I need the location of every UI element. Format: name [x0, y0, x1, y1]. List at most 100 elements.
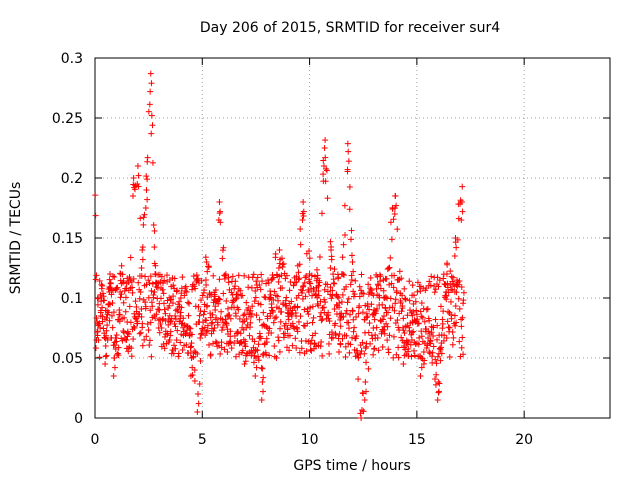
data-point [287, 279, 294, 286]
data-point [276, 247, 283, 253]
data-point [310, 314, 317, 321]
data-point [306, 271, 313, 277]
data-point [172, 323, 179, 330]
data-point [127, 254, 134, 261]
data-point [293, 295, 300, 301]
data-point [255, 300, 262, 307]
data-point [186, 324, 193, 331]
data-point [386, 332, 393, 339]
data-point [189, 364, 196, 371]
data-point [142, 273, 149, 280]
data-point [395, 344, 402, 351]
data-point [144, 176, 151, 183]
data-point [232, 278, 239, 285]
data-point [332, 320, 339, 327]
data-point [347, 311, 354, 318]
data-point [341, 202, 348, 209]
data-point [237, 330, 244, 337]
data-point [408, 329, 415, 336]
data-point [401, 330, 408, 337]
data-point [225, 331, 232, 337]
data-point [170, 293, 177, 300]
data-point [328, 256, 335, 263]
data-point [439, 320, 446, 327]
data-point [109, 324, 116, 331]
data-point [346, 325, 353, 332]
data-point [217, 350, 224, 357]
data-point [249, 310, 256, 317]
data-point [131, 184, 138, 191]
data-point [434, 336, 441, 343]
data-point [162, 310, 169, 317]
data-point [102, 361, 109, 367]
data-point [299, 217, 306, 223]
data-point [350, 268, 357, 275]
data-point [129, 289, 136, 296]
data-point [331, 266, 338, 273]
data-point [404, 312, 411, 319]
data-point [423, 306, 430, 313]
data-point [182, 283, 189, 290]
data-point [329, 287, 336, 294]
data-point [365, 329, 372, 336]
data-point [130, 336, 137, 343]
data-point [290, 282, 297, 289]
data-point [458, 323, 465, 330]
data-point [347, 236, 354, 243]
data-point [385, 309, 392, 316]
data-point [444, 280, 451, 287]
data-point [177, 295, 184, 301]
data-point [371, 345, 378, 352]
x-tick-label: 0 [91, 432, 100, 448]
data-point [458, 217, 465, 223]
data-point [198, 277, 205, 284]
data-point [124, 319, 131, 325]
data-point [434, 322, 441, 329]
data-point [181, 292, 188, 299]
data-point [458, 199, 465, 205]
data-point [335, 294, 342, 301]
data-point [459, 208, 466, 215]
data-point [283, 344, 290, 351]
data-point [109, 300, 116, 307]
data-point [110, 309, 117, 316]
data-point [313, 266, 320, 273]
data-point [111, 273, 118, 280]
data-point [374, 305, 381, 312]
data-point [417, 308, 424, 315]
data-point [353, 333, 360, 340]
data-point [359, 339, 366, 346]
data-point [117, 270, 124, 277]
data-point [178, 304, 185, 311]
data-point [117, 289, 124, 295]
data-point [319, 305, 326, 312]
data-point [359, 309, 366, 316]
data-point [197, 297, 204, 304]
data-point [173, 337, 180, 344]
data-point [140, 214, 147, 221]
data-point [157, 316, 164, 323]
data-point [342, 343, 349, 350]
data-point [137, 289, 144, 296]
data-point [383, 275, 390, 282]
data-point [117, 294, 124, 301]
data-point [400, 327, 407, 334]
data-point [137, 215, 144, 222]
data-point [357, 410, 364, 417]
data-point [163, 331, 170, 338]
data-point [380, 287, 387, 294]
data-point [154, 306, 161, 313]
data-point [355, 376, 362, 383]
data-point [221, 346, 228, 353]
data-point [152, 271, 159, 277]
data-point [227, 315, 234, 322]
data-point [363, 388, 370, 395]
data-point [459, 334, 466, 341]
data-point [436, 345, 443, 352]
data-point [234, 291, 241, 298]
data-point [212, 307, 219, 313]
data-point [393, 202, 400, 209]
data-point [171, 342, 178, 349]
data-point [365, 281, 372, 288]
